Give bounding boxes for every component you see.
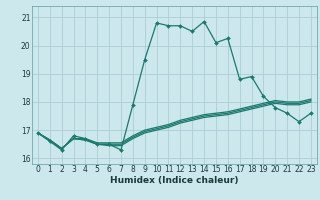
X-axis label: Humidex (Indice chaleur): Humidex (Indice chaleur): [110, 176, 239, 185]
